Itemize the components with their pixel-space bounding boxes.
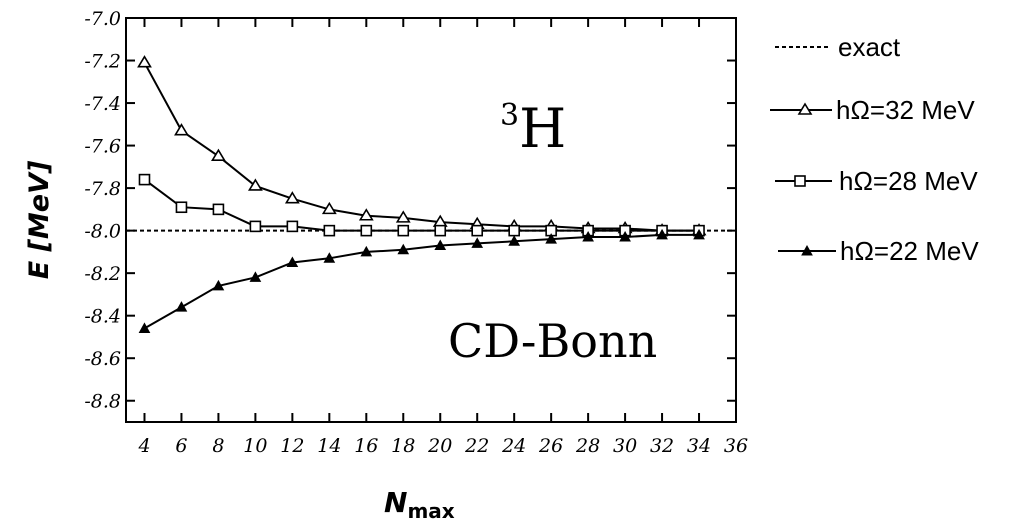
legend-exact-label: exact [838, 32, 901, 62]
legend-32-marker [797, 102, 813, 115]
x-tick-label: 20 [427, 435, 452, 457]
data-point-series-0 [174, 123, 189, 136]
data-point-series-2 [545, 233, 558, 244]
data-point-series-1 [249, 220, 262, 233]
data-point-series-0 [247, 178, 263, 191]
data-point-series-2 [175, 301, 188, 312]
data-point-series-1 [434, 224, 447, 237]
y-tick-label: -8.0 [84, 221, 121, 243]
x-tick-label: 18 [391, 435, 415, 457]
x-tick-label: 32 [650, 435, 674, 457]
series-line-1 [143, 178, 699, 232]
data-point-series-2 [138, 322, 151, 333]
x-tick-label: 24 [501, 435, 526, 457]
data-point-series-1 [471, 224, 484, 237]
x-axis-label-main: N [384, 486, 407, 519]
x-tick-label: 10 [243, 435, 267, 457]
x-axis-label-sub: max [407, 499, 454, 523]
data-point-series-0 [211, 148, 226, 162]
data-point-series-1 [360, 224, 373, 237]
nucleus-annotation: 3H [500, 97, 566, 160]
data-point-series-2 [471, 237, 484, 248]
x-tick-label: 22 [464, 435, 489, 457]
data-point-series-2 [397, 243, 410, 255]
x-tick-label: 36 [724, 435, 748, 457]
y-tick-label: -8.2 [84, 263, 121, 285]
legend-28-label: hΩ=28 MeV [839, 166, 978, 196]
legend-32-label: hΩ=32 MeV [836, 95, 975, 125]
data-point-series-0 [358, 208, 374, 221]
data-point-series-2 [693, 228, 705, 240]
legend-item-32: hΩ=32 MeV [770, 95, 975, 125]
x-tick-label: 8 [212, 435, 224, 457]
series-line-0 [143, 62, 699, 232]
data-point-series-2 [508, 235, 521, 246]
legend-item-28: hΩ=28 MeV [775, 166, 978, 196]
data-point-series-2 [582, 230, 594, 242]
data-point-series-1 [138, 173, 151, 186]
data-point-series-2 [619, 230, 631, 242]
legend: exact hΩ=32 MeV hΩ=28 MeV hΩ=22 MeV [770, 32, 979, 266]
data-point-series-2 [434, 239, 447, 251]
legend-28-marker [794, 175, 806, 187]
x-tick-label: 30 [613, 435, 637, 457]
x-tick-label: 12 [280, 435, 304, 457]
nucleus-mass-number: 3 [500, 98, 519, 133]
potential-annotation: CD-Bonn [448, 314, 657, 368]
data-point-series-1 [286, 220, 299, 233]
data-point-series-2 [212, 279, 225, 291]
y-tick-label: -8.4 [84, 306, 121, 328]
data-point-series-2 [249, 271, 262, 282]
data-point-series-2 [656, 228, 668, 240]
data-point-series-1 [175, 201, 188, 214]
data-point-series-1 [397, 224, 410, 237]
y-tick-label: -7.0 [84, 8, 121, 30]
y-tick-label: -7.6 [84, 136, 121, 158]
data-point-series-0 [137, 55, 152, 68]
data-point-series-0 [395, 210, 411, 223]
data-point-series-2 [286, 256, 299, 268]
y-tick-label: -7.4 [84, 93, 121, 115]
data-point-series-1 [323, 224, 336, 237]
x-tick-label: 34 [687, 435, 711, 457]
x-tick-label: 6 [175, 435, 187, 457]
series-line-2 [144, 233, 699, 330]
x-tick-label: 16 [354, 435, 378, 457]
series-layer [137, 55, 707, 333]
legend-item-22: hΩ=22 MeV [778, 236, 979, 266]
x-tick-label: 26 [538, 435, 563, 457]
data-point-series-1 [212, 203, 225, 216]
data-point-series-1 [508, 224, 520, 237]
y-tick-label: -7.8 [84, 178, 121, 200]
data-point-series-2 [360, 245, 373, 257]
y-axis-label: E [MeV] [24, 160, 55, 279]
x-axis-label: Nmax [384, 486, 455, 523]
plot-frame [125, 17, 737, 423]
y-tick-label: -7.2 [84, 51, 121, 73]
legend-22-label: hΩ=22 MeV [840, 236, 979, 266]
nucleus-symbol: H [519, 97, 566, 160]
legend-item-exact: exact [775, 32, 901, 62]
x-tick-label: 4 [137, 435, 150, 457]
data-point-series-0 [284, 191, 300, 204]
y-tick-label: -8.8 [84, 391, 121, 413]
y-tick-label: -8.6 [84, 348, 121, 370]
legend-22-marker [801, 244, 813, 256]
x-tick-label: 14 [317, 435, 341, 457]
axis-ticks: -7.0 -7.2 -7.4 -7.6 -7.8 -8.0 -8.2 -8.4 -8.6 -8.8… [84, 8, 748, 457]
x-tick-label: 28 [575, 435, 600, 457]
data-point-series-2 [323, 252, 336, 263]
data-point-series-0 [321, 201, 337, 215]
